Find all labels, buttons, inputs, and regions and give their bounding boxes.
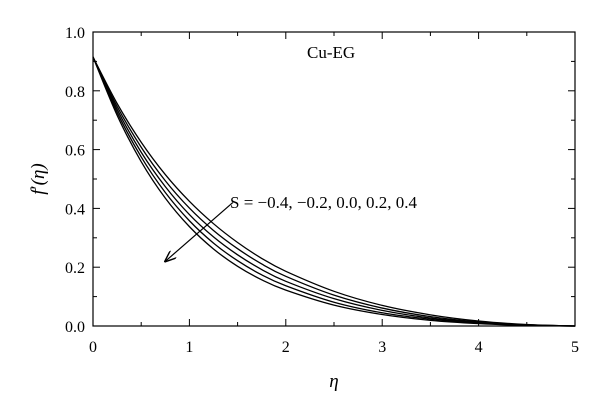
- y-tick-label: 0.4: [65, 201, 85, 218]
- x-axis-ticks: 0 1 2 3 4 5: [89, 32, 579, 356]
- curves-group: [92, 56, 576, 327]
- x-tick-label: 4: [475, 339, 483, 356]
- x-axis-label: η: [329, 371, 338, 392]
- s-annotation-label: S = −0.4, −0.2, 0.0, 0.2, 0.4: [230, 193, 417, 212]
- y-axis-label-prime: ′: [28, 185, 49, 189]
- y-axis-label-arg: (η): [28, 163, 49, 185]
- x-tick-label: 2: [282, 339, 290, 356]
- annotation-arrow: [165, 202, 234, 262]
- y-tick-label: 0.2: [65, 260, 85, 277]
- y-tick-label: 1.0: [65, 25, 85, 42]
- y-tick-label: 0.6: [65, 143, 85, 160]
- series-line-3: [92, 56, 576, 327]
- x-tick-label: 5: [571, 339, 579, 356]
- y-tick-label: 0.8: [65, 84, 85, 101]
- x-tick-label: 1: [185, 339, 193, 356]
- series-line-5: [92, 56, 576, 327]
- series-line-4: [92, 56, 576, 327]
- x-tick-label: 0: [89, 339, 97, 356]
- plot-frame: [92, 31, 576, 327]
- y-axis-ticks: 0.0 0.2 0.4 0.6 0.8 1.0: [65, 25, 575, 336]
- y-axis-label-main: f: [28, 187, 49, 195]
- y-tick-label: 0.0: [65, 319, 85, 336]
- y-axis-label: f′(η): [28, 163, 49, 195]
- x-tick-label: 3: [378, 339, 386, 356]
- series-line-1: [92, 56, 576, 327]
- series-line-2: [92, 56, 576, 327]
- box-label: Cu-EG: [307, 43, 355, 62]
